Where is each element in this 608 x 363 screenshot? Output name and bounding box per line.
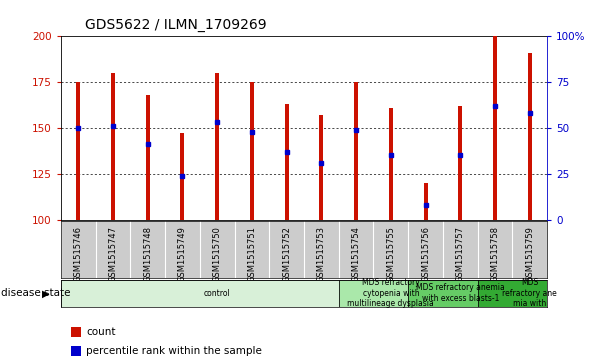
Text: MDS refractory anemia
with excess blasts-1: MDS refractory anemia with excess blasts… bbox=[416, 284, 505, 303]
Text: GDS5622 / ILMN_1709269: GDS5622 / ILMN_1709269 bbox=[85, 19, 267, 33]
Bar bbox=[528, 53, 532, 220]
Bar bbox=[61, 280, 339, 307]
Text: GSM1515755: GSM1515755 bbox=[386, 226, 395, 282]
Bar bbox=[285, 104, 289, 220]
Bar bbox=[478, 280, 547, 307]
Text: GSM1515753: GSM1515753 bbox=[317, 226, 326, 282]
Bar bbox=[215, 73, 219, 220]
Bar bbox=[339, 280, 408, 307]
Bar bbox=[181, 134, 184, 220]
Text: GSM1515756: GSM1515756 bbox=[421, 226, 430, 282]
Bar bbox=[71, 346, 81, 356]
Bar bbox=[71, 327, 81, 337]
Text: GSM1515750: GSM1515750 bbox=[213, 226, 222, 282]
Text: GSM1515746: GSM1515746 bbox=[74, 226, 83, 282]
Text: percentile rank within the sample: percentile rank within the sample bbox=[86, 346, 262, 356]
Bar bbox=[145, 95, 150, 220]
Text: control: control bbox=[204, 289, 230, 298]
Text: MDS
refractory ane
mia with: MDS refractory ane mia with bbox=[502, 278, 557, 308]
Bar bbox=[354, 82, 358, 220]
Text: GSM1515757: GSM1515757 bbox=[456, 226, 465, 282]
Bar bbox=[408, 280, 478, 307]
Bar bbox=[458, 106, 463, 220]
Text: disease state: disease state bbox=[1, 288, 71, 298]
Bar bbox=[493, 34, 497, 220]
Bar bbox=[111, 73, 115, 220]
Text: count: count bbox=[86, 327, 116, 337]
Text: GSM1515748: GSM1515748 bbox=[143, 226, 152, 282]
Text: ▶: ▶ bbox=[43, 288, 50, 298]
Text: GSM1515758: GSM1515758 bbox=[491, 226, 500, 282]
Bar bbox=[319, 115, 323, 220]
Bar bbox=[424, 183, 427, 220]
Text: GSM1515754: GSM1515754 bbox=[351, 226, 361, 282]
Text: GSM1515759: GSM1515759 bbox=[525, 226, 534, 282]
Text: GSM1515751: GSM1515751 bbox=[247, 226, 257, 282]
Text: GSM1515747: GSM1515747 bbox=[108, 226, 117, 282]
Text: GSM1515752: GSM1515752 bbox=[282, 226, 291, 282]
Bar bbox=[250, 82, 254, 220]
Text: MDS refractory
cytopenia with
multilineage dysplasia: MDS refractory cytopenia with multilinea… bbox=[348, 278, 434, 308]
Bar bbox=[389, 108, 393, 220]
Text: GSM1515749: GSM1515749 bbox=[178, 226, 187, 282]
Bar bbox=[76, 82, 80, 220]
